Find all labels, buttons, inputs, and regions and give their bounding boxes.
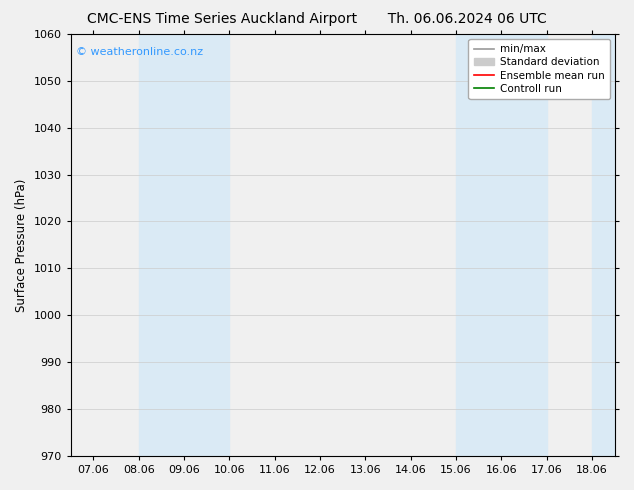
Y-axis label: Surface Pressure (hPa): Surface Pressure (hPa) xyxy=(15,178,28,312)
Text: © weatheronline.co.nz: © weatheronline.co.nz xyxy=(76,47,204,56)
Bar xyxy=(592,34,615,456)
Legend: min/max, Standard deviation, Ensemble mean run, Controll run: min/max, Standard deviation, Ensemble me… xyxy=(469,39,610,99)
Bar xyxy=(139,34,230,456)
Title: CMC-ENS Time Series Auckland Airport      Th. 06.06.2024 06 UTC: CMC-ENS Time Series Auckland Airport Th.… xyxy=(0,489,1,490)
Bar xyxy=(456,34,547,456)
Text: CMC-ENS Time Series Auckland Airport       Th. 06.06.2024 06 UTC: CMC-ENS Time Series Auckland Airport Th.… xyxy=(87,12,547,26)
